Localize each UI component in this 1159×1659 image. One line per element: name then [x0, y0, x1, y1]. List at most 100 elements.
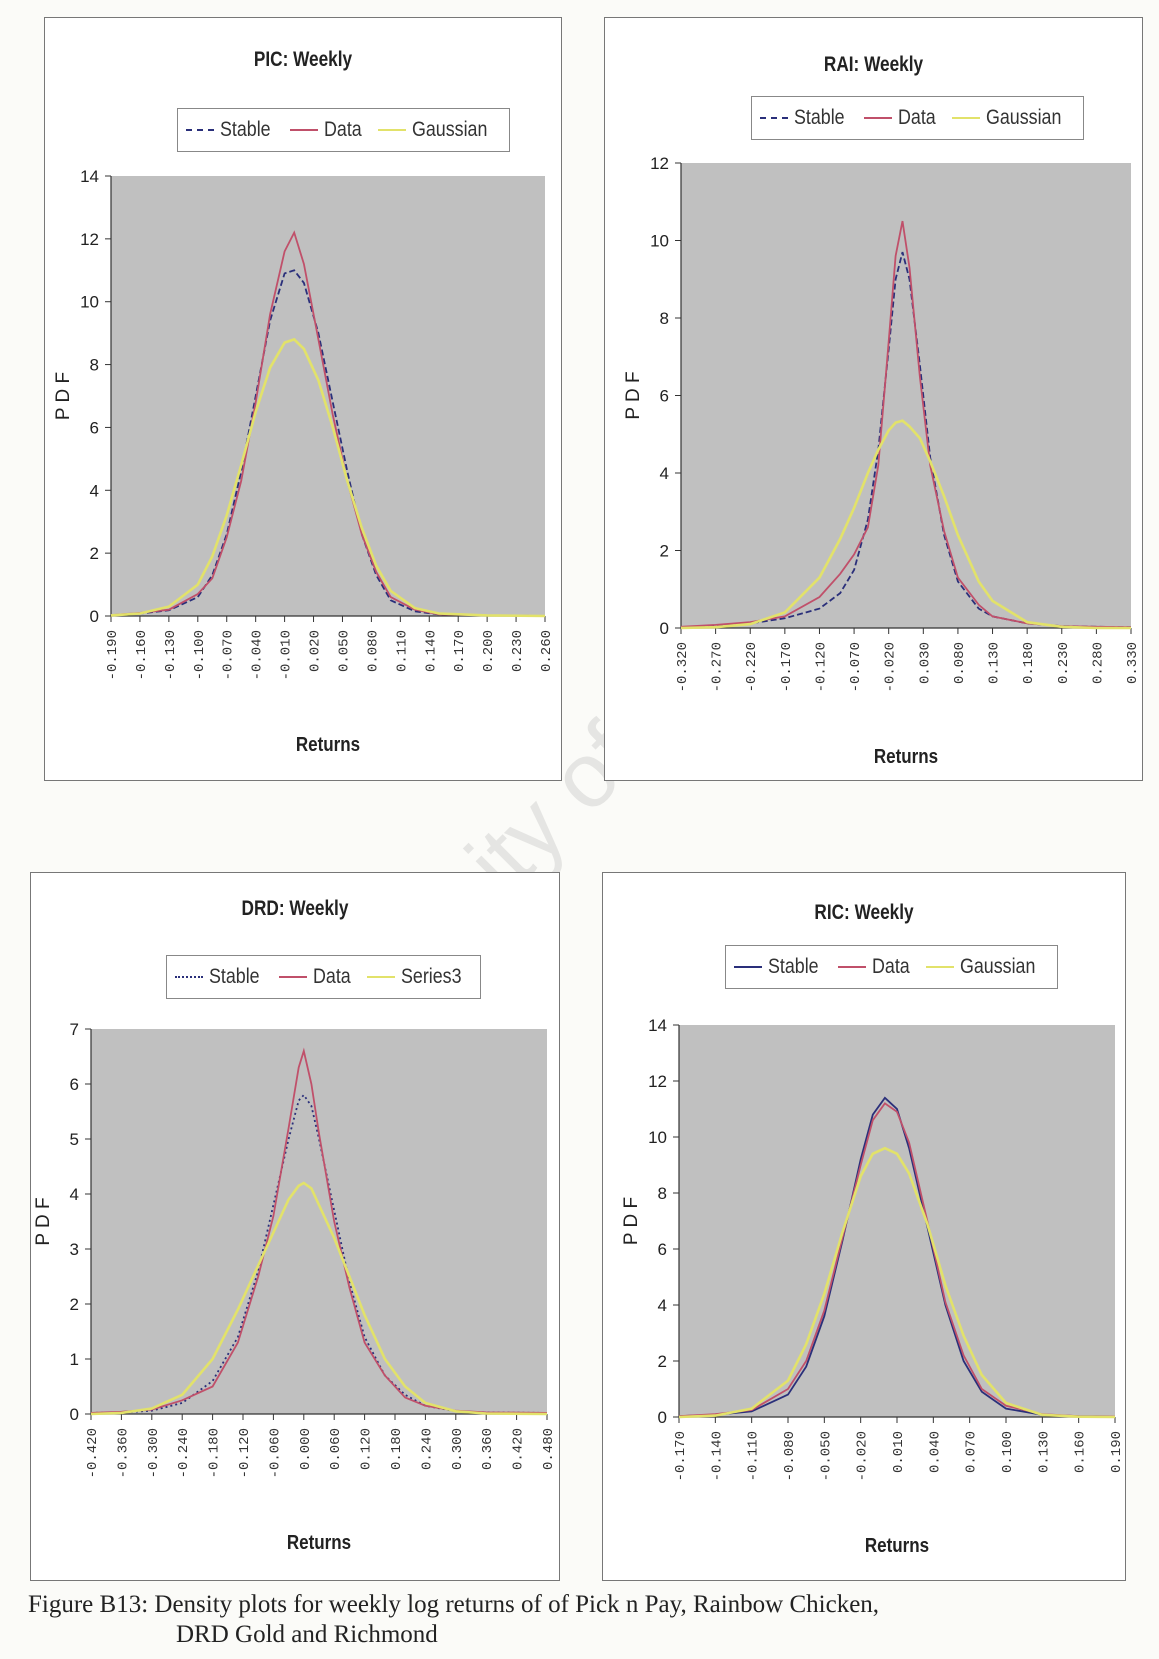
- x-tick-label: 0.200: [481, 630, 497, 672]
- chart-panel-drd: DRD: Weekly Stable Data Series3 0 1 2 3 4 5 6 7…: [30, 872, 560, 1581]
- legend-swatch: [366, 976, 395, 978]
- x-tick-label: -0.080: [782, 1431, 798, 1481]
- x-tick-label: 0.360: [480, 1428, 496, 1470]
- y-tick-label: 10: [80, 293, 99, 312]
- x-axis-label: Returns: [296, 733, 360, 756]
- x-tick-label: 0.160: [1073, 1431, 1089, 1473]
- y-tick-label: 3: [70, 1240, 79, 1259]
- legend-item-data: Data: [289, 118, 368, 142]
- legend-swatch: [377, 129, 406, 131]
- legend-label: Stable: [768, 955, 819, 978]
- chart-panel-rai: RAI: Weekly Stable Data Gaussian 0 2 4 6 8 10…: [604, 17, 1143, 781]
- plot-area: [681, 163, 1131, 628]
- x-axis-label: Returns: [874, 745, 938, 768]
- y-tick-label: 0: [658, 1408, 667, 1427]
- legend-swatch: [734, 966, 762, 968]
- y-tick-label: 8: [658, 1184, 667, 1203]
- chart-legend: Stable Data Series3: [166, 955, 482, 999]
- legend-swatch: [278, 976, 307, 978]
- legend-item-gaussian: Gaussian: [951, 106, 1075, 130]
- x-axis-label: Returns: [287, 1531, 351, 1554]
- x-tick-label: -0.070: [221, 630, 237, 680]
- y-tick-label: 6: [90, 418, 99, 437]
- x-tick-label: 0.480: [541, 1428, 557, 1470]
- x-tick-label: -0.160: [134, 630, 150, 680]
- x-tick-label: 0.080: [952, 642, 968, 684]
- caption-line-1: Figure B13: Density plots for weekly log…: [28, 1591, 880, 1618]
- legend-label: Gaussian: [411, 118, 488, 141]
- legend-label: Stable: [209, 965, 260, 988]
- x-tick-label: -0.010: [279, 630, 295, 680]
- x-tick-label: 0.000: [298, 1428, 314, 1470]
- y-axis-label: P D F: [33, 1197, 54, 1245]
- legend-item-stable: Stable: [186, 118, 280, 142]
- legend-swatch: [925, 966, 954, 968]
- x-tick-label: 0.130: [1036, 1431, 1052, 1473]
- legend-swatch: [186, 129, 214, 131]
- series-line-gaussian: [110, 337, 546, 618]
- legend-swatch: [175, 976, 203, 978]
- x-tick-label: -0.020: [883, 642, 899, 692]
- legend-item-series3: Series3: [366, 965, 472, 989]
- x-tick-label: 0.260: [539, 630, 555, 672]
- legend-label: Data: [897, 106, 936, 129]
- legend-label: Data: [323, 118, 362, 141]
- y-axis-label: P D F: [623, 371, 644, 419]
- legend-item-data: Data: [837, 955, 916, 979]
- x-tick-label: 0.100: [1000, 1431, 1016, 1473]
- x-tick-label: 0.110: [394, 630, 410, 672]
- caption-line-2: DRD Gold and Richmond: [176, 1621, 438, 1648]
- x-tick-label: 0.230: [1056, 642, 1072, 684]
- chart-title: RIC: Weekly: [814, 901, 914, 924]
- chart-legend: Stable Data Gaussian: [177, 108, 510, 152]
- legend-label: Data: [312, 965, 351, 988]
- y-tick-label: 10: [650, 232, 669, 251]
- y-tick-label: 6: [658, 1240, 667, 1259]
- legend-item-stable: Stable: [760, 106, 854, 130]
- x-tick-label: 0.010: [891, 1431, 907, 1473]
- legend-label: Gaussian: [959, 955, 1036, 978]
- x-tick-label: 0.140: [423, 630, 439, 672]
- y-tick-label: 0: [70, 1405, 79, 1424]
- series-line-data: [110, 230, 546, 617]
- series-line-series3: [90, 1181, 548, 1416]
- x-tick-label: 0.300: [450, 1428, 466, 1470]
- x-tick-label: 0.020: [308, 630, 324, 672]
- x-tick-label: -0.020: [855, 1431, 871, 1481]
- x-tick-label: 0.030: [917, 642, 933, 684]
- chart-svg-pic: 0 2 4 6 8 10 12 14 -0.190 -0.160 -0.130 -0.100 -0.07…: [53, 167, 555, 756]
- chart-title: RAI: Weekly: [823, 53, 924, 76]
- x-tick-label: 0.240: [419, 1428, 435, 1470]
- y-tick-label: 10: [648, 1128, 667, 1147]
- series-line-data: [90, 1047, 548, 1414]
- y-tick-label: 2: [70, 1295, 79, 1314]
- legend-label: Series3: [400, 965, 462, 988]
- chart-legend: Stable Data Gaussian: [751, 96, 1084, 140]
- y-tick-label: 5: [70, 1130, 79, 1149]
- chart-svg-drd: 0 1 2 3 4 5 6 7 -0.420 -0.360 -0.300 -0.240 -0.180 -0…: [33, 1020, 557, 1554]
- y-tick-label: 4: [660, 464, 669, 483]
- x-tick-label: 0.330: [1125, 642, 1141, 684]
- chart-title: PIC: Weekly: [253, 48, 353, 71]
- x-tick-label: -0.360: [115, 1428, 131, 1478]
- x-tick-label: -0.110: [746, 1431, 762, 1481]
- y-tick-label: 6: [660, 387, 669, 406]
- series-line-data: [678, 1102, 1116, 1418]
- y-tick-label: 14: [80, 167, 99, 186]
- x-tick-label: -0.040: [250, 630, 266, 680]
- chart-panel-ric: RIC: Weekly Stable Data Gaussian 0 2 4 6 8 10…: [602, 872, 1126, 1581]
- x-tick-label: -0.240: [176, 1428, 192, 1478]
- x-axis-label: Returns: [865, 1534, 929, 1557]
- x-tick-label: 0.050: [336, 630, 352, 672]
- y-axis-label: P D F: [53, 372, 74, 420]
- x-tick-label: -0.270: [710, 642, 726, 692]
- chart-svg-ric: 0 2 4 6 8 10 12 14 -0.170 -0.140 -0.110 -0.080 -0.05…: [621, 1016, 1125, 1557]
- x-tick-label: 0.280: [1090, 642, 1106, 684]
- plot-area: [679, 1025, 1115, 1417]
- y-tick-label: 8: [660, 309, 669, 328]
- chart-svg-rai: 0 2 4 6 8 10 12 -0.320 -0.270 -0.220 -0.170 -0.120 -…: [623, 154, 1141, 768]
- legend-item-stable: Stable: [734, 955, 828, 979]
- x-tick-label: 0.130: [987, 642, 1003, 684]
- legend-label: Gaussian: [985, 106, 1062, 129]
- legend-swatch: [837, 966, 866, 968]
